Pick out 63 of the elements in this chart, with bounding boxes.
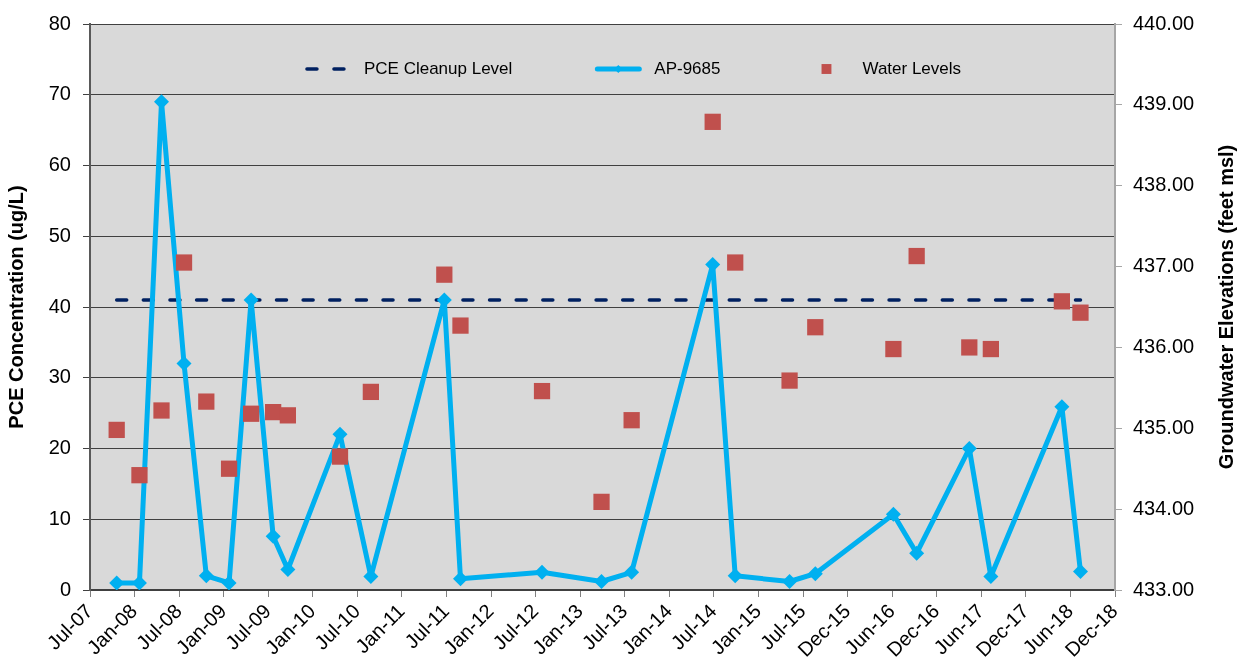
point [153,402,170,419]
legend-label: PCE Cleanup Level [363,58,513,78]
point [727,568,743,584]
point [452,317,469,334]
y-tick-label: 10 [48,506,71,529]
y-tick-label: 50 [48,223,71,246]
y-tick-label: 30 [48,365,71,388]
point [885,340,902,358]
y-axis-title: PCE Concentration (ug/L) [4,185,27,429]
y-tick-label: 40 [48,294,71,317]
point [279,407,296,424]
y2-tick-label: 436.00 [1133,334,1195,357]
point [594,574,610,590]
point [909,545,925,561]
point [265,528,281,544]
y2-axis-title: Groundwater Elevations (feet msl) [1214,144,1237,470]
point [782,574,798,590]
point [176,356,192,372]
legend-label: Water Levels [862,58,962,78]
point [242,405,260,422]
point [108,421,125,439]
point [704,113,721,130]
point [533,382,551,400]
point [624,564,640,580]
point [452,571,468,587]
y-tick-label: 80 [48,11,71,34]
point [534,564,550,580]
point [198,568,214,584]
y2-tick-label: 439.00 [1133,92,1195,115]
point [220,460,238,477]
point [198,393,215,410]
point [280,561,296,577]
point [1072,564,1088,580]
point [1053,293,1070,310]
point [908,247,925,265]
y-tick-label: 70 [48,82,71,105]
point [362,383,379,401]
point [1072,304,1089,321]
point [961,339,978,356]
y-tick-label: 0 [59,577,71,600]
y2-tick-label: 433.00 [1133,577,1195,600]
y2-tick-label: 434.00 [1133,496,1195,519]
point [221,575,237,590]
point [885,506,901,522]
point [265,403,282,421]
y2-tick-label: 438.00 [1133,173,1195,196]
point [982,340,999,358]
y2-tick-label: 437.00 [1133,254,1195,277]
point [593,493,610,510]
point [175,254,193,271]
y2-tick-label: 435.00 [1133,415,1195,438]
point [131,467,148,484]
legend-label: AP-9685 [654,58,721,78]
point [331,448,349,465]
y-tick-label: 60 [48,153,71,176]
y-tick-label: 20 [48,436,71,459]
point [807,319,824,336]
point [436,266,453,283]
y2-tick-label: 440.00 [1133,11,1195,34]
point [807,566,823,582]
point [623,412,640,429]
point [781,372,798,389]
point [727,254,744,271]
